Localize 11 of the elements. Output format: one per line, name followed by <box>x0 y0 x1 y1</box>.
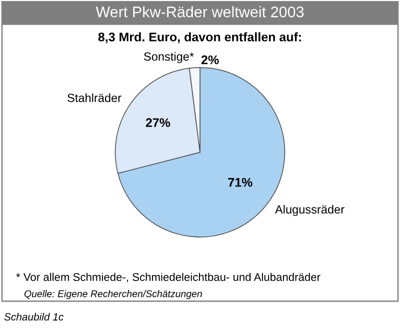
data-label: 27% <box>146 118 170 128</box>
chart-title: Wert Pkw-Räder weltweit 2003 <box>96 6 304 18</box>
slice-label: Sonstige* <box>144 52 194 64</box>
text: Schaubild 1c <box>4 312 64 321</box>
data-label: 71% <box>228 178 252 187</box>
chart-subtitle: 8,3 Mrd. Euro, davon entfallen auf: <box>98 32 301 44</box>
slice-label: Stahlräder <box>68 93 122 102</box>
data-label: 2% <box>201 55 219 64</box>
text: * Vor allem Schmiede-, Schmiedeleichtbau- und Alubandräder <box>16 272 320 282</box>
source-note: Quelle: Eigene Recherchen/Schätzungen <box>24 290 202 300</box>
slice-label: Alugussräder <box>275 204 344 216</box>
